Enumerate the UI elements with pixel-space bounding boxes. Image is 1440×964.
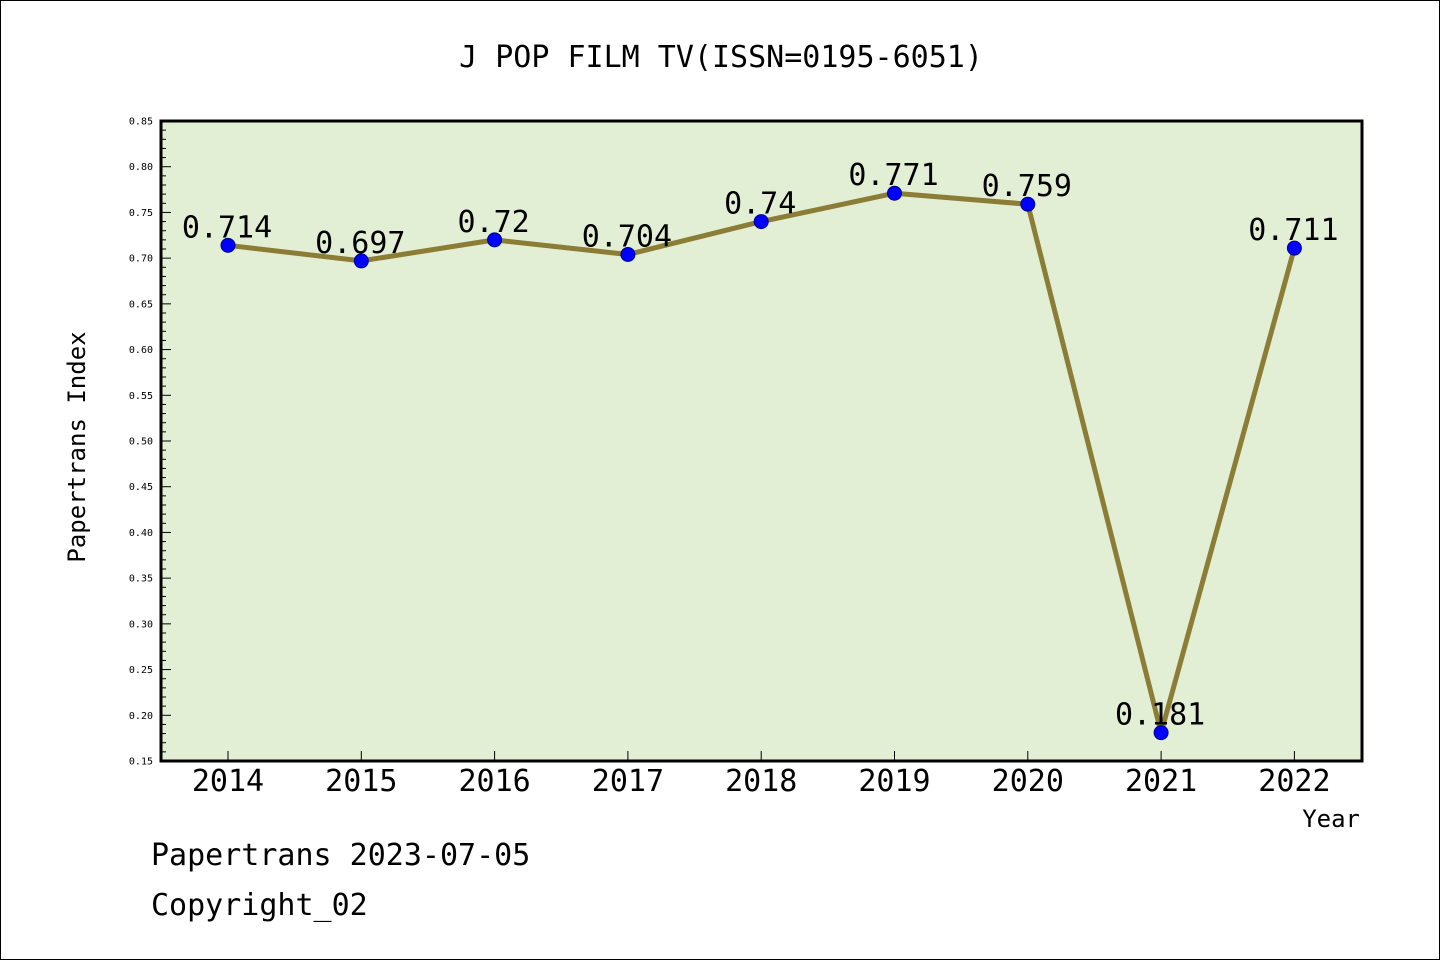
x-tick-label: 2015 — [325, 764, 397, 799]
y-tick-label: 0.45 — [129, 482, 153, 493]
data-label: 0.711 — [1248, 213, 1338, 248]
y-axis-tick-labels: 0.15 0.20 0.25 0.30 0.35 0.40 0.45 0.50 0.55 0.60… — [129, 117, 153, 768]
data-label: 0.181 — [1115, 698, 1205, 733]
x-tick-label: 2014 — [192, 764, 264, 799]
data-label: 0.704 — [582, 219, 672, 254]
chart-title: J POP FILM TV(ISSN=0195-6051) — [459, 40, 983, 75]
data-label: 0.714 — [182, 210, 272, 245]
y-tick-label: 0.65 — [129, 299, 153, 310]
y-tick-label: 0.30 — [129, 619, 153, 630]
y-tick-label: 0.40 — [129, 528, 153, 539]
y-axis-title: Papertrans Index — [63, 331, 91, 562]
data-label: 0.72 — [457, 205, 529, 240]
data-label: 0.759 — [982, 169, 1072, 204]
y-tick-label: 0.60 — [129, 345, 153, 356]
data-point — [620, 246, 636, 262]
data-point — [220, 237, 236, 253]
y-tick-label: 0.75 — [129, 208, 153, 219]
y-tick-label: 0.85 — [129, 117, 153, 128]
x-tick-label: 2017 — [592, 764, 664, 799]
x-tick-label: 2019 — [858, 764, 930, 799]
y-tick-label: 0.55 — [129, 391, 153, 402]
y-tick-label: 0.50 — [129, 437, 153, 448]
footer-date: Papertrans 2023-07-05 — [151, 838, 530, 873]
data-point — [1020, 196, 1036, 212]
data-point — [353, 253, 369, 269]
footer-copyright: Copyright_02 — [151, 888, 368, 923]
y-tick-label: 0.25 — [129, 665, 153, 676]
y-tick-label: 0.70 — [129, 254, 153, 265]
data-point — [887, 185, 902, 201]
data-point — [1286, 240, 1302, 256]
data-point — [1153, 725, 1169, 741]
series-markers — [220, 185, 1302, 741]
data-point — [753, 214, 769, 230]
y-tick-label: 0.80 — [129, 162, 153, 173]
x-tick-label: 2016 — [458, 764, 530, 799]
x-axis-tick-labels: 2014 2015 2016 2017 2018 2019 2020 2021 2022 — [192, 764, 1331, 799]
x-axis-title: Year — [1302, 805, 1360, 833]
y-tick-label: 0.35 — [129, 574, 153, 585]
x-tick-label: 2022 — [1258, 764, 1330, 799]
y-tick-label: 0.15 — [129, 757, 153, 768]
data-label: 0.771 — [848, 158, 938, 193]
data-label: 0.74 — [724, 187, 796, 222]
y-tick-label: 0.20 — [129, 711, 153, 722]
data-point — [487, 232, 503, 248]
data-labels: 0.714 0.697 0.72 0.704 0.74 0.771 0.759 0.181 0.… — [182, 158, 1339, 732]
x-axis-ticks — [227, 751, 1295, 761]
y-axis-ticks — [161, 120, 171, 762]
x-tick-label: 2020 — [992, 764, 1064, 799]
x-tick-label: 2021 — [1125, 764, 1197, 799]
x-tick-label: 2018 — [725, 764, 797, 799]
data-label: 0.697 — [315, 226, 405, 261]
